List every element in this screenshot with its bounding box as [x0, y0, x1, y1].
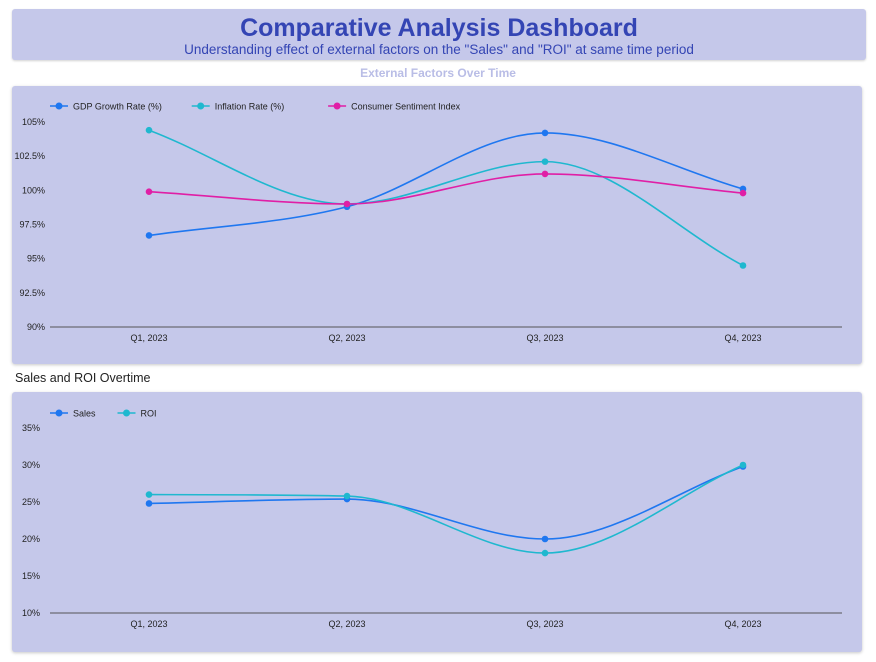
- series-line-roi: [148, 464, 744, 554]
- y-tick-label: 100%: [22, 185, 45, 195]
- sales-roi-legend[interactable]: Sales ROI: [50, 409, 157, 419]
- series-line-inflation-rate: [148, 129, 744, 267]
- sales-roi-section-title: Sales and ROI Overtime: [15, 371, 151, 385]
- legend-label: Inflation Rate (%): [215, 102, 285, 112]
- legend-label: GDP Growth Rate (%): [73, 102, 162, 112]
- series-gdp-growth-rate[interactable]: [145, 129, 747, 239]
- x-tick-label: Q1, 2023: [130, 619, 167, 629]
- external-factors-y-axis: 90% 92.5% 95% 97.5% 100% 102.5% 105%: [14, 117, 45, 332]
- data-point-roi[interactable]: [739, 461, 747, 469]
- x-tick-label: Q2, 2023: [328, 333, 365, 343]
- series-consumer-sentiment-index[interactable]: [145, 170, 747, 208]
- y-tick-label: 90%: [27, 322, 45, 332]
- y-tick-label: 97.5%: [19, 220, 45, 230]
- y-tick-label: 15%: [22, 571, 40, 581]
- y-tick-label: 102.5%: [14, 151, 45, 161]
- legend-item-consumer-sentiment-index[interactable]: Consumer Sentiment Index: [328, 102, 461, 112]
- data-point-inflation-rate[interactable]: [739, 262, 747, 269]
- legend-item-gdp-growth-rate[interactable]: GDP Growth Rate (%): [50, 102, 162, 112]
- x-tick-label: Q4, 2023: [724, 333, 761, 343]
- external-factors-chart-panel[interactable]: GDP Growth Rate (%) Inflation Rate (%) Con…: [12, 86, 862, 364]
- legend-swatch-dot: [55, 102, 63, 110]
- y-tick-label: 25%: [22, 497, 40, 507]
- data-point-inflation-rate[interactable]: [541, 158, 549, 165]
- y-tick-label: 10%: [22, 608, 40, 618]
- x-tick-label: Q3, 2023: [526, 333, 563, 343]
- data-point-consumer-sentiment-index[interactable]: [739, 189, 747, 197]
- legend-swatch-dot: [333, 102, 341, 110]
- x-tick-label: Q1, 2023: [130, 333, 167, 343]
- data-point-consumer-sentiment-index[interactable]: [541, 170, 549, 178]
- sales-roi-line-chart[interactable]: Sales ROI 10% 15% 20% 25% 30% 35% Q1, 2023 Q2, 20…: [12, 392, 862, 652]
- y-tick-label: 105%: [22, 117, 45, 127]
- data-point-consumer-sentiment-index[interactable]: [145, 188, 153, 195]
- external-factors-x-axis: Q1, 2023 Q2, 2023 Q3, 2023 Q4, 2023: [130, 333, 761, 343]
- page-subtitle: Understanding effect of external factors…: [184, 42, 694, 57]
- legend-item-roi[interactable]: ROI: [117, 409, 157, 419]
- sales-roi-x-axis: Q1, 2023 Q2, 2023 Q3, 2023 Q4, 2023: [130, 619, 761, 629]
- y-tick-label: 20%: [22, 534, 40, 544]
- sales-roi-y-axis: 10% 15% 20% 25% 30% 35%: [22, 423, 40, 618]
- series-roi[interactable]: [145, 461, 747, 557]
- legend-label: ROI: [141, 409, 157, 419]
- legend-item-sales[interactable]: Sales: [50, 409, 96, 419]
- series-sales[interactable]: [145, 463, 747, 543]
- series-line-sales: [148, 465, 744, 540]
- external-factors-legend[interactable]: GDP Growth Rate (%) Inflation Rate (%) Con…: [50, 102, 461, 112]
- legend-label: Consumer Sentiment Index: [351, 102, 461, 112]
- external-factors-line-chart[interactable]: GDP Growth Rate (%) Inflation Rate (%) Con…: [12, 86, 862, 364]
- y-tick-label: 35%: [22, 423, 40, 433]
- x-tick-label: Q2, 2023: [328, 619, 365, 629]
- legend-swatch-dot: [55, 409, 63, 417]
- data-point-roi[interactable]: [541, 549, 549, 557]
- data-point-sales[interactable]: [541, 535, 549, 543]
- dashboard-header: Comparative Analysis Dashboard Understan…: [12, 9, 866, 60]
- y-tick-label: 30%: [22, 460, 40, 470]
- data-point-consumer-sentiment-index[interactable]: [343, 200, 351, 208]
- legend-label: Sales: [73, 409, 96, 419]
- data-point-roi[interactable]: [145, 491, 153, 498]
- page-title: Comparative Analysis Dashboard: [240, 14, 638, 42]
- legend-item-inflation-rate[interactable]: Inflation Rate (%): [191, 102, 285, 112]
- x-tick-label: Q4, 2023: [724, 619, 761, 629]
- data-point-sales[interactable]: [145, 500, 153, 507]
- data-point-gdp-growth-rate[interactable]: [541, 129, 549, 137]
- data-point-inflation-rate[interactable]: [145, 126, 153, 134]
- legend-swatch-dot: [197, 102, 205, 110]
- external-factors-section-title: External Factors Over Time: [360, 66, 516, 80]
- y-tick-label: 92.5%: [19, 288, 45, 298]
- data-point-gdp-growth-rate[interactable]: [145, 232, 153, 239]
- series-line-consumer-sentiment-index: [148, 173, 744, 205]
- x-tick-label: Q3, 2023: [526, 619, 563, 629]
- series-line-gdp-growth-rate: [148, 132, 744, 237]
- data-point-roi[interactable]: [343, 492, 351, 500]
- legend-swatch-dot: [123, 409, 130, 417]
- y-tick-label: 95%: [27, 254, 45, 264]
- sales-roi-chart-panel[interactable]: Sales ROI 10% 15% 20% 25% 30% 35% Q1, 2023 Q2, 20…: [12, 392, 862, 652]
